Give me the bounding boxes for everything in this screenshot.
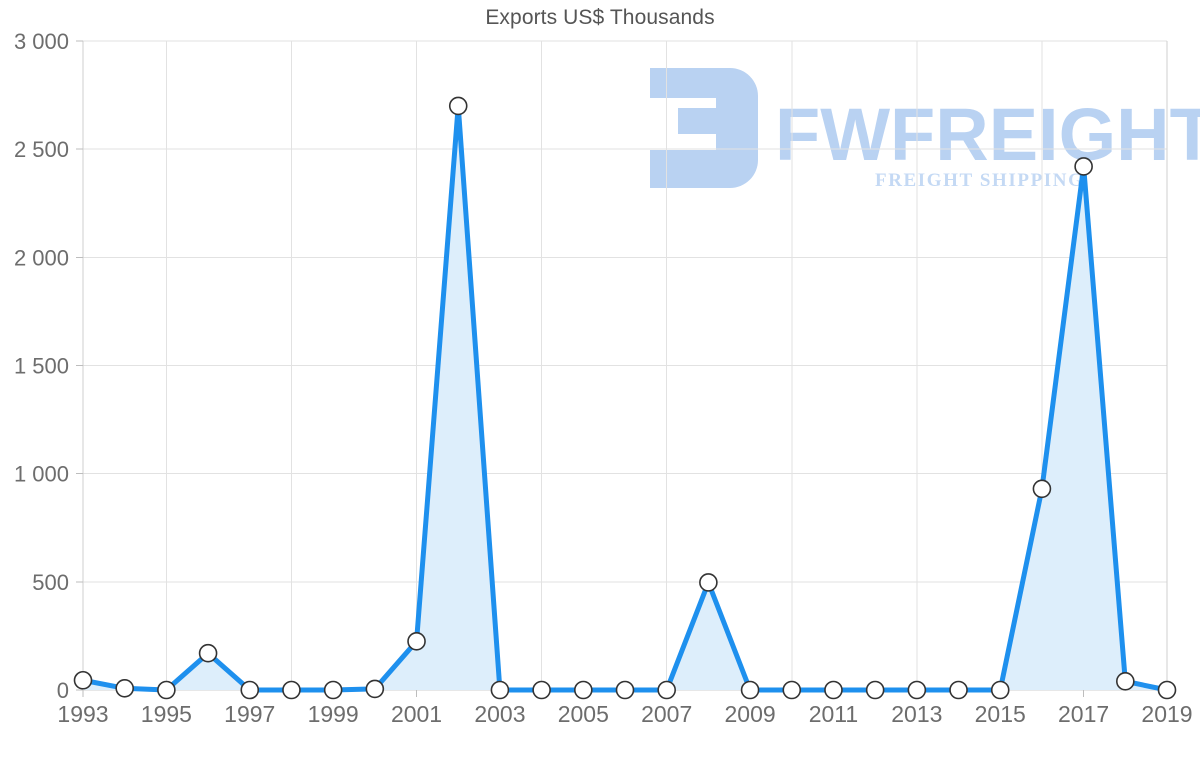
x-axis-tick-label: 2015 — [975, 701, 1026, 727]
data-point-marker[interactable] — [1116, 672, 1135, 691]
y-axis-tick-label: 2 500 — [14, 137, 69, 162]
data-point-marker[interactable] — [323, 680, 343, 700]
x-axis-tick-label: 2013 — [891, 701, 942, 727]
data-point-marker[interactable] — [240, 680, 260, 700]
series-exports — [80, 103, 1170, 693]
x-axis-tick-label: 2011 — [809, 701, 858, 727]
x-axis-tick-label: 1995 — [141, 701, 192, 727]
data-point-marker[interactable] — [1157, 680, 1177, 700]
data-point-marker[interactable] — [574, 680, 593, 700]
data-point-marker[interactable] — [115, 678, 134, 698]
x-axis-tick-label: 2009 — [724, 701, 775, 727]
data-point-marker[interactable] — [824, 680, 843, 700]
data-point-marker[interactable] — [198, 643, 218, 663]
data-point-marker[interactable] — [407, 632, 426, 651]
data-point-marker[interactable] — [73, 670, 93, 690]
gridlines — [83, 40, 1168, 691]
data-point-marker[interactable] — [157, 680, 176, 700]
series-line-path — [80, 103, 1170, 693]
y-axis-tick-label: 1 500 — [14, 354, 69, 379]
data-point-marker[interactable] — [1032, 479, 1052, 499]
y-axis-tick-label: 0 — [57, 678, 69, 703]
y-axis-tick-label: 500 — [32, 570, 69, 595]
x-axis-tick-labels: 1993 1995 1997 1999 2001 2003 2005 2007 2009 2011… — [57, 701, 1192, 727]
data-point-marker[interactable] — [782, 680, 802, 700]
x-axis-tick-label: 2001 — [391, 701, 442, 727]
data-point-marker[interactable] — [907, 680, 927, 700]
data-point-marker[interactable] — [448, 96, 468, 116]
x-axis-tick-label: 2005 — [558, 701, 609, 727]
y-axis-tick-label: 1 000 — [14, 462, 69, 487]
data-point-marker[interactable] — [699, 573, 718, 592]
data-point-marker[interactable] — [615, 680, 635, 700]
y-axis-tick-labels: 0 500 1 000 1 500 2 000 2 500 3 000 — [14, 29, 69, 703]
y-axis-tick-label: 2 000 — [14, 245, 69, 270]
data-point-marker[interactable] — [740, 680, 760, 700]
series-area-fill — [83, 105, 1167, 690]
y-axis-tick-label: 3 000 — [14, 29, 69, 54]
data-point-marker[interactable] — [490, 680, 510, 700]
x-axis-tick-label: 1997 — [224, 701, 275, 727]
x-axis-tick-label: 2019 — [1141, 701, 1192, 727]
fwfreight-logo-icon — [650, 68, 758, 188]
data-point-marker[interactable] — [865, 680, 885, 700]
data-point-marker[interactable] — [1074, 157, 1093, 176]
x-axis-tick-label: 2003 — [474, 701, 525, 727]
x-axis-tick-label: 2017 — [1058, 701, 1109, 727]
watermark-brand: FWFREIGHT — [775, 93, 1200, 176]
x-axis-tick-label: 2007 — [641, 701, 692, 727]
x-axis-tick-label: 1999 — [308, 701, 359, 727]
chart-title: Exports US$ Thousands — [485, 6, 715, 29]
x-axis-tick-label: 1993 — [57, 701, 108, 727]
data-point-marker[interactable] — [949, 680, 968, 700]
fwfreight-watermark: FWFREIGHT FREIGHT SHIPPING — [650, 68, 1200, 191]
data-point-marker[interactable] — [282, 680, 301, 700]
series-markers — [73, 96, 1177, 700]
data-point-marker[interactable] — [990, 680, 1010, 700]
data-point-marker[interactable] — [532, 680, 551, 700]
watermark-tagline: FREIGHT SHIPPING — [875, 170, 1084, 191]
data-point-marker[interactable] — [657, 680, 676, 700]
data-point-marker[interactable] — [365, 679, 385, 699]
